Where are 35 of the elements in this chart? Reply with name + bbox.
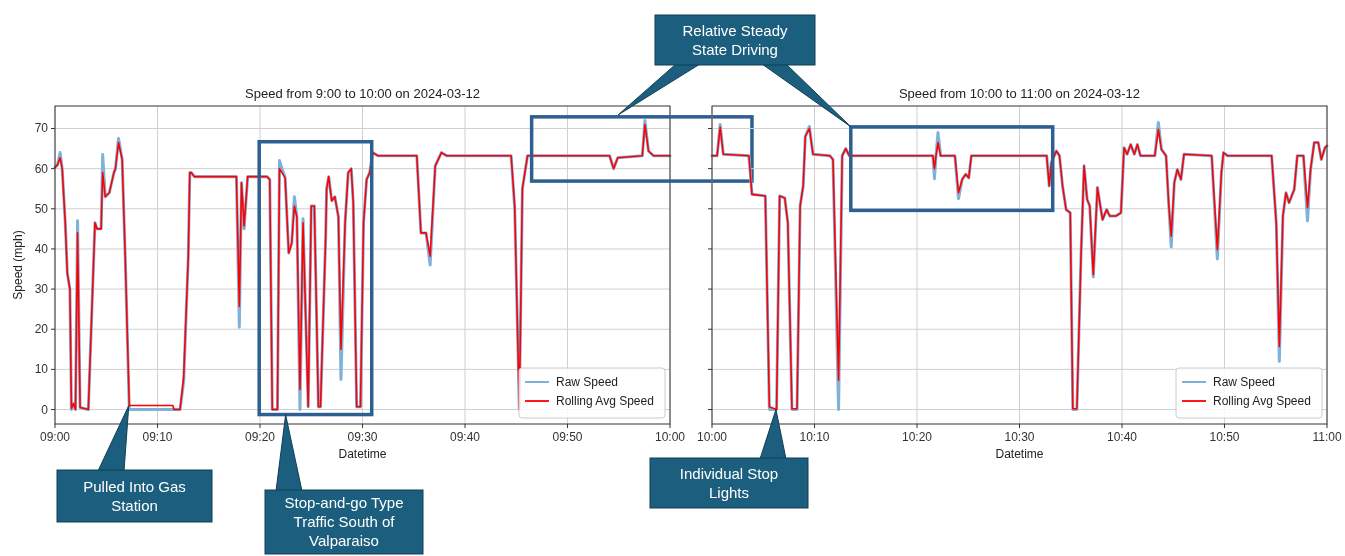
x-tick-label: 10:00: [654, 430, 686, 444]
legend-label: Rolling Avg Speed: [1213, 394, 1311, 408]
x-tick-label: 10:20: [901, 430, 933, 444]
text: Pulled Into Gas Station: [83, 477, 186, 514]
legend-label: Rolling Avg Speed: [556, 394, 654, 408]
y-tick-label: 50: [34, 201, 49, 216]
x-tick-label: 09:10: [142, 430, 173, 444]
x-tick-label: 09:30: [347, 430, 378, 444]
legend-label: Raw Speed: [556, 375, 619, 389]
x-tick-label: 09:00: [39, 430, 71, 444]
x-axis-title: Datetime: [995, 447, 1044, 461]
y-tick-label: 70: [34, 121, 49, 136]
y-tick-label: 0: [41, 402, 49, 417]
x-tick-label: 10:10: [799, 430, 830, 444]
x-tick-label: 10:50: [1209, 430, 1240, 444]
y-tick-label: 30: [34, 282, 49, 297]
y-tick-label: 60: [34, 161, 49, 176]
x-tick-label: 10:00: [696, 430, 728, 444]
text: Relative Steady State Driving: [682, 21, 789, 58]
y-tick-label: 40: [34, 241, 49, 256]
text: Individual Stop Lights: [679, 464, 779, 501]
x-tick-label: 10:30: [1004, 430, 1035, 444]
chart-title: Speed from 9:00 to 10:00 on 2024-03-12: [245, 86, 480, 101]
x-tick-label: 11:00: [1312, 430, 1342, 444]
x-axis-title: Datetime: [338, 447, 387, 461]
y-tick-label: 10: [34, 362, 49, 377]
legend-label: Raw Speed: [1213, 375, 1276, 389]
y-tick-label: 20: [34, 322, 49, 337]
x-tick-label: 09:20: [244, 430, 276, 444]
chart-title: Speed from 10:00 to 11:00 on 2024-03-12: [898, 86, 1141, 101]
x-tick-label: 10:40: [1107, 430, 1138, 444]
x-tick-label: 09:50: [552, 430, 583, 444]
y-axis-title: Speed (mph): [11, 230, 25, 300]
x-tick-label: 09:40: [450, 430, 481, 444]
text: Stop-and-go Type Traffic South of Valparaiso: [284, 494, 404, 549]
